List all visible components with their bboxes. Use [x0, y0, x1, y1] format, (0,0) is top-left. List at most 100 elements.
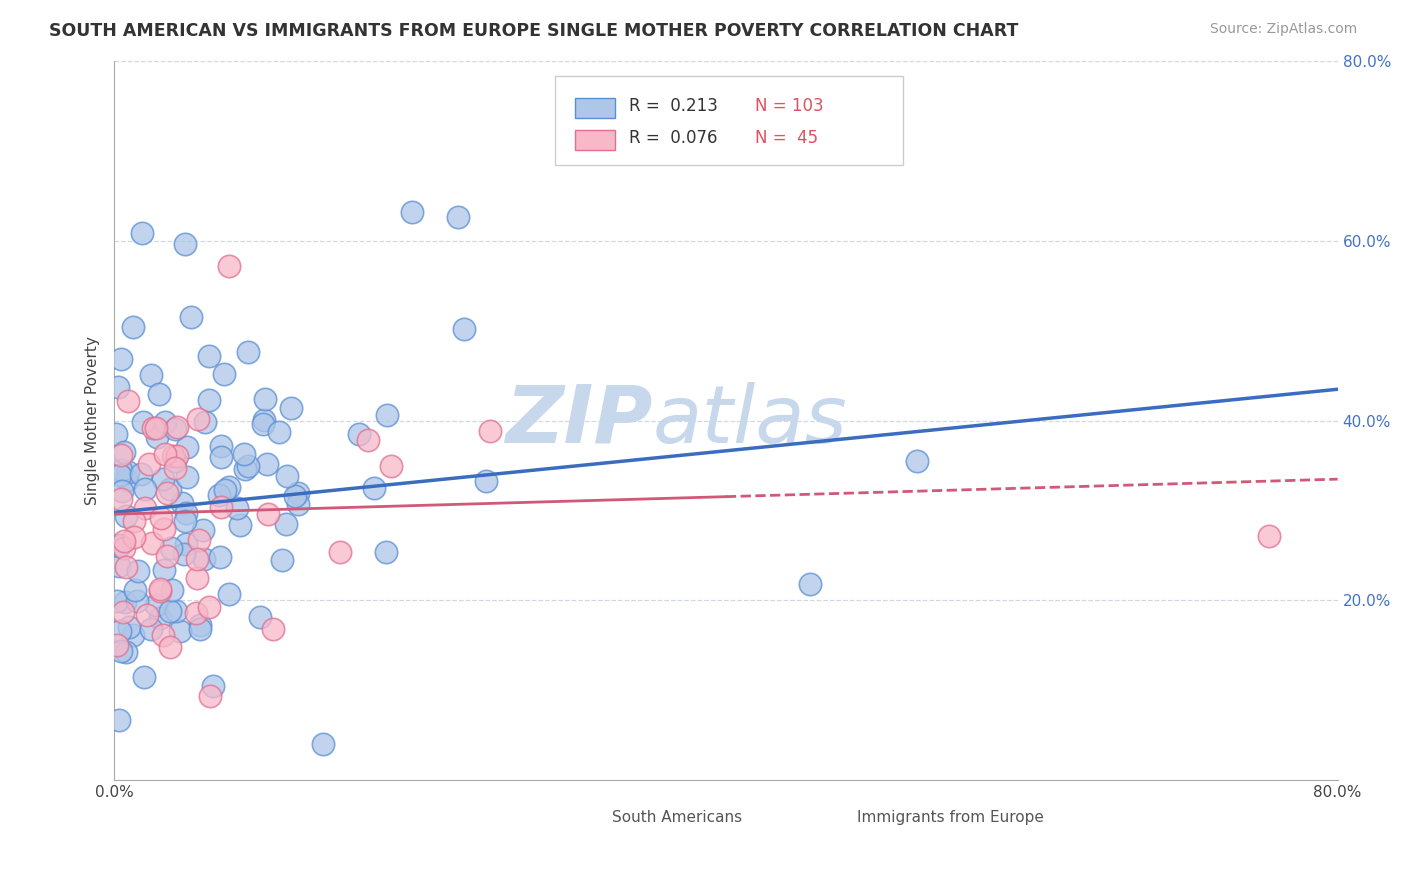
Point — [188, 618, 211, 632]
Point — [799, 577, 821, 591]
Point — [249, 610, 271, 624]
Point — [198, 600, 221, 615]
Point — [125, 593, 148, 607]
Point — [176, 470, 198, 484]
Point — [238, 344, 260, 359]
Point — [121, 319, 143, 334]
Point — [132, 415, 155, 429]
Point — [380, 459, 402, 474]
Point — [475, 475, 498, 489]
Point — [184, 607, 207, 621]
Point — [129, 467, 152, 482]
Point — [114, 560, 136, 574]
Point — [159, 604, 181, 618]
Point — [117, 465, 139, 479]
Point — [198, 350, 221, 364]
Point — [160, 541, 183, 555]
Point — [153, 447, 176, 461]
Text: R =  0.213: R = 0.213 — [630, 97, 718, 115]
Point — [166, 449, 188, 463]
Point — [357, 434, 380, 448]
Point — [149, 611, 172, 625]
Point — [138, 457, 160, 471]
Point — [191, 524, 214, 538]
Point — [139, 622, 162, 636]
Point — [447, 210, 470, 224]
Point — [202, 679, 225, 693]
Point — [121, 628, 143, 642]
Point — [267, 425, 290, 439]
Point — [141, 368, 163, 383]
Point — [214, 483, 236, 498]
Point — [198, 392, 221, 407]
Bar — [818, 811, 848, 829]
Point — [152, 472, 174, 486]
Point — [188, 533, 211, 547]
Point — [174, 536, 197, 550]
Point — [153, 522, 176, 536]
Point — [170, 496, 193, 510]
Point — [212, 367, 235, 381]
Point — [115, 509, 138, 524]
Point — [110, 483, 132, 498]
Point — [262, 622, 284, 636]
Point — [253, 413, 276, 427]
Point — [218, 587, 240, 601]
Point — [233, 461, 256, 475]
Point — [169, 624, 191, 638]
Point — [287, 486, 309, 500]
Point — [112, 541, 135, 555]
Point — [453, 321, 475, 335]
Point — [110, 351, 132, 366]
Point — [1257, 529, 1279, 543]
Point — [257, 507, 280, 521]
Point — [124, 514, 146, 528]
Point — [136, 608, 159, 623]
Point — [117, 473, 139, 487]
Point — [174, 514, 197, 528]
Point — [226, 501, 249, 516]
Point — [188, 622, 211, 636]
Point — [180, 310, 202, 324]
Point — [110, 644, 132, 658]
Point — [145, 430, 167, 444]
Point — [110, 491, 132, 506]
Point — [165, 421, 187, 435]
Point — [194, 416, 217, 430]
Point — [107, 379, 129, 393]
Text: SOUTH AMERICAN VS IMMIGRANTS FROM EUROPE SINGLE MOTHER POVERTY CORRELATION CHART: SOUTH AMERICAN VS IMMIGRANTS FROM EUROPE… — [49, 22, 1018, 40]
Bar — [575, 98, 614, 118]
Point — [142, 421, 165, 435]
Point — [163, 460, 186, 475]
Point — [149, 584, 172, 599]
Bar — [575, 130, 614, 150]
Point — [160, 583, 183, 598]
Point — [284, 490, 307, 504]
Text: N =  45: N = 45 — [755, 129, 818, 147]
Point — [252, 417, 274, 432]
Point — [187, 411, 209, 425]
Point — [287, 498, 309, 512]
Point — [131, 226, 153, 240]
Point — [112, 533, 135, 548]
Point — [159, 482, 181, 496]
Point — [145, 599, 167, 613]
Point — [271, 553, 294, 567]
Point — [208, 488, 231, 502]
Point — [162, 449, 184, 463]
Point — [108, 539, 131, 553]
Point — [166, 419, 188, 434]
Point — [692, 139, 714, 153]
Point — [108, 713, 131, 727]
Point — [117, 394, 139, 409]
Point — [329, 544, 352, 558]
Point — [173, 237, 195, 252]
Text: atlas: atlas — [652, 382, 848, 459]
Point — [159, 640, 181, 654]
Point — [108, 467, 131, 482]
Point — [152, 628, 174, 642]
Point — [163, 453, 186, 467]
Text: Source: ZipAtlas.com: Source: ZipAtlas.com — [1209, 22, 1357, 37]
Point — [127, 564, 149, 578]
Point — [236, 459, 259, 474]
